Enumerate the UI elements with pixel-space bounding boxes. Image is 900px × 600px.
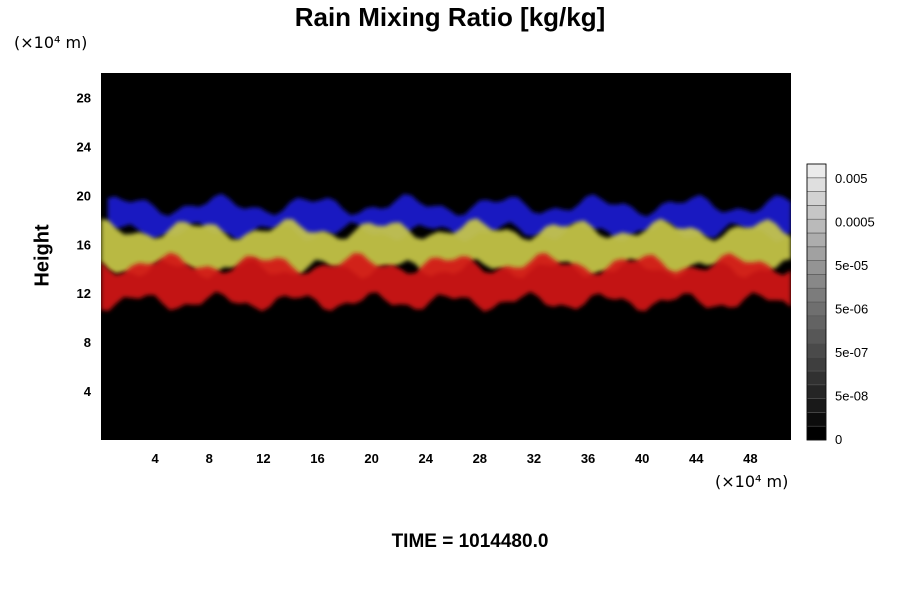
x-tick-label: 20	[364, 451, 378, 466]
x-tick-label: 12	[256, 451, 270, 466]
colorbar-segment	[806, 301, 827, 317]
x-tick-label: 32	[527, 451, 541, 466]
colorbar-segment	[806, 287, 827, 303]
colorbar-segment	[806, 370, 827, 386]
y-axis-ticks: 4 8 12 16 20 24 28	[77, 90, 92, 399]
y-tick-label: 16	[77, 237, 91, 252]
x-tick-label: 24	[418, 451, 433, 466]
chart-title: Rain Mixing Ratio [kg/kg]	[294, 2, 606, 32]
x-axis-ticks: 4 8 12 16 20 24 28 32 36 40 44 48	[152, 451, 758, 466]
colorbar-segment	[806, 315, 827, 330]
colorbar-segment	[806, 356, 827, 372]
y-tick-label: 28	[77, 90, 91, 105]
colorbar-segment	[806, 384, 827, 399]
x-tick-label: 44	[689, 451, 704, 466]
x-axis-unit: (×10⁴ m)	[715, 472, 789, 491]
x-tick-label: 40	[635, 451, 649, 466]
colorbar-label: 5e-05	[835, 258, 868, 273]
x-tick-label: 4	[152, 451, 160, 466]
colorbar-segment	[806, 260, 827, 275]
colorbar-segment	[806, 163, 827, 179]
colorbar-segment	[806, 412, 827, 427]
colorbar-label: 0.0005	[835, 215, 875, 230]
field-layer-2	[101, 252, 791, 312]
x-tick-label: 16	[310, 451, 324, 466]
colorbar-label: 5e-06	[835, 302, 868, 317]
colorbar-segment	[806, 343, 827, 358]
time-annotation: TIME = 1014480.0	[391, 531, 549, 552]
colorbar: 0 5e-08 5e-07 5e-06 5e-05 0.0005 0.005	[806, 163, 875, 447]
colorbar-segment	[806, 329, 827, 344]
y-tick-label: 12	[77, 286, 91, 301]
y-tick-label: 20	[77, 188, 91, 203]
colorbar-segment	[806, 398, 827, 413]
colorbar-segment	[806, 218, 827, 234]
colorbar-label: 0	[835, 432, 842, 447]
colorbar-segment	[806, 246, 827, 261]
y-tick-label: 24	[77, 139, 92, 154]
y-tick-label: 4	[84, 384, 92, 399]
colorbar-segment	[806, 232, 827, 248]
colorbar-segment	[806, 425, 827, 441]
field-layer-0	[107, 193, 791, 243]
x-tick-label: 8	[206, 451, 213, 466]
y-axis-unit: (×10⁴ m)	[14, 33, 88, 52]
colorbar-label: 5e-08	[835, 389, 868, 404]
colorbar-label: 5e-07	[835, 345, 868, 360]
colorbar-segment	[806, 177, 827, 192]
x-tick-label: 28	[473, 451, 487, 466]
colorbar-frame	[806, 163, 827, 441]
colorbar-segment	[806, 274, 827, 289]
x-tick-label: 36	[581, 451, 595, 466]
y-tick-label: 8	[84, 335, 91, 350]
colorbar-segment	[806, 205, 827, 220]
x-tick-label: 48	[743, 451, 757, 466]
colorbar-segment	[806, 191, 827, 206]
rain-field	[101, 193, 791, 312]
colorbar-label: 0.005	[835, 171, 868, 186]
